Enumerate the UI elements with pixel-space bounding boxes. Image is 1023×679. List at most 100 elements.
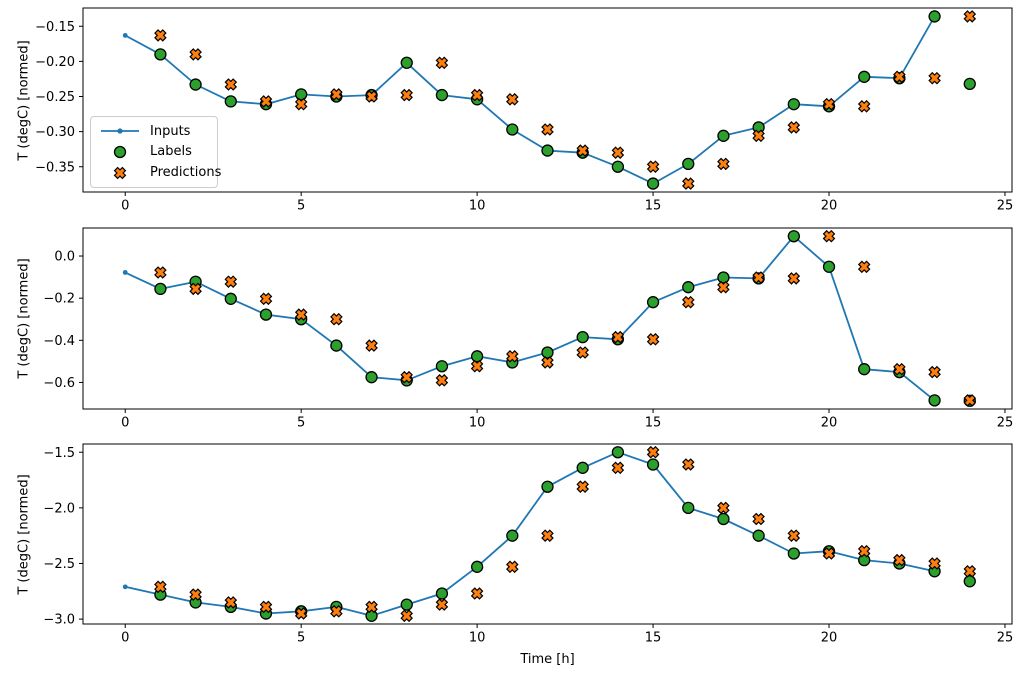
inputs-marker: [122, 270, 128, 275]
predictions-marker: [682, 177, 695, 190]
x-tick-label: 20: [821, 631, 838, 646]
inputs-marker: [122, 584, 128, 590]
predictions-marker: [330, 88, 343, 101]
y-tick-label: −0.15: [35, 20, 75, 35]
labels-marker: [576, 330, 589, 344]
x-tick-label: 0: [121, 416, 129, 431]
plot-area-subplot-2: [83, 228, 1012, 409]
y-tick-label: −0.35: [35, 160, 75, 175]
predictions-marker: [435, 374, 449, 387]
plot-border-subplot-1: [82, 7, 1013, 193]
labels-marker: [611, 446, 625, 459]
labels-marker: [189, 78, 202, 91]
labels-marker: [224, 292, 237, 305]
x-tick-label: 25: [997, 199, 1014, 214]
y-tick-label: −0.30: [35, 125, 75, 140]
predictions-marker: [294, 308, 308, 321]
predictions-marker: [154, 266, 167, 279]
legend-label-predictions: Predictions: [150, 165, 222, 181]
plot-area-subplot-1: [83, 8, 1012, 192]
plot-border-subplot-3: [82, 443, 1013, 625]
x-icon: [113, 166, 127, 179]
labels-marker: [822, 260, 836, 273]
predictions-marker: [259, 292, 273, 306]
labels-marker: [435, 587, 449, 600]
predictions-marker: [365, 90, 378, 103]
predictions-marker: [506, 350, 519, 363]
labels-marker: [506, 529, 519, 542]
predictions-marker: [822, 547, 836, 560]
labels-marker: [541, 144, 554, 157]
predictions-marker: [893, 553, 906, 567]
legend: Inputs Labels Predictions: [90, 116, 222, 188]
legend-label-inputs: Inputs: [150, 123, 191, 139]
predictions-marker: [717, 157, 730, 171]
predictions-marker: [928, 365, 941, 379]
predictions-marker: [541, 123, 554, 136]
predictions-marker: [224, 78, 238, 91]
predictions-marker: [224, 596, 238, 609]
inputs-line: [124, 235, 936, 402]
predictions-marker: [611, 330, 625, 344]
y-tick-label: −3.0: [43, 613, 75, 628]
labels-marker: [682, 501, 695, 515]
x-tick-label: 15: [645, 416, 662, 431]
labels-marker: [154, 282, 167, 296]
predictions-marker: [822, 229, 836, 243]
predictions-marker: [787, 272, 801, 285]
labels-marker: [295, 88, 308, 101]
x-tick-label: 10: [469, 199, 486, 214]
labels-marker: [435, 360, 449, 373]
labels-marker: [963, 77, 976, 90]
y-tick-label: −0.20: [35, 55, 75, 70]
predictions-marker: [294, 607, 308, 620]
y-tick-label: −0.25: [35, 90, 75, 105]
predictions-marker: [928, 557, 941, 570]
labels-marker: [928, 394, 941, 407]
predictions-marker: [330, 312, 343, 326]
predictions-marker: [576, 480, 589, 493]
y-axis-label-subplot-2: T (degC) [normed]: [16, 258, 32, 379]
labels-marker: [858, 363, 871, 376]
inputs-marker: [122, 32, 128, 38]
predictions-marker: [189, 282, 202, 296]
predictions-marker: [506, 560, 519, 574]
labels-marker: [717, 129, 730, 142]
predictions-marker: [435, 598, 449, 611]
x-tick-label: 25: [997, 416, 1014, 431]
y-tick-label: −2.0: [43, 501, 75, 516]
predictions-marker: [787, 121, 801, 134]
predictions-marker: [435, 56, 449, 70]
predictions-marker: [752, 129, 765, 143]
predictions-marker: [400, 609, 413, 623]
predictions-marker: [576, 346, 589, 359]
predictions-marker: [857, 260, 871, 274]
predictions-marker: [611, 146, 625, 159]
predictions-marker: [470, 359, 484, 373]
labels-marker: [787, 98, 800, 111]
x-tick-label: 20: [821, 199, 838, 214]
predictions-marker: [682, 295, 695, 309]
circle-icon: [113, 145, 127, 159]
labels-marker: [400, 598, 413, 611]
labels-marker: [506, 123, 519, 136]
predictions-marker: [611, 461, 625, 475]
predictions-marker: [365, 600, 378, 614]
predictions-marker: [928, 71, 941, 85]
predictions-marker: [154, 29, 167, 42]
x-tick-label: 10: [469, 416, 486, 431]
labels-marker: [928, 10, 941, 23]
predictions-marker: [224, 275, 238, 288]
predictions-marker: [330, 605, 343, 618]
predictions-marker: [717, 280, 730, 294]
predictions-marker: [893, 362, 906, 376]
x-tick-label: 5: [297, 416, 305, 431]
labels-marker: [646, 296, 660, 309]
labels-marker: [541, 346, 554, 359]
legend-item-inputs: Inputs: [99, 121, 209, 141]
labels-marker: [541, 480, 554, 493]
x-tick-label: 15: [645, 631, 662, 646]
labels-marker: [787, 230, 800, 243]
